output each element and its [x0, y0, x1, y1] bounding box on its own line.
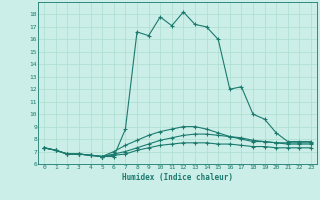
X-axis label: Humidex (Indice chaleur): Humidex (Indice chaleur): [122, 173, 233, 182]
